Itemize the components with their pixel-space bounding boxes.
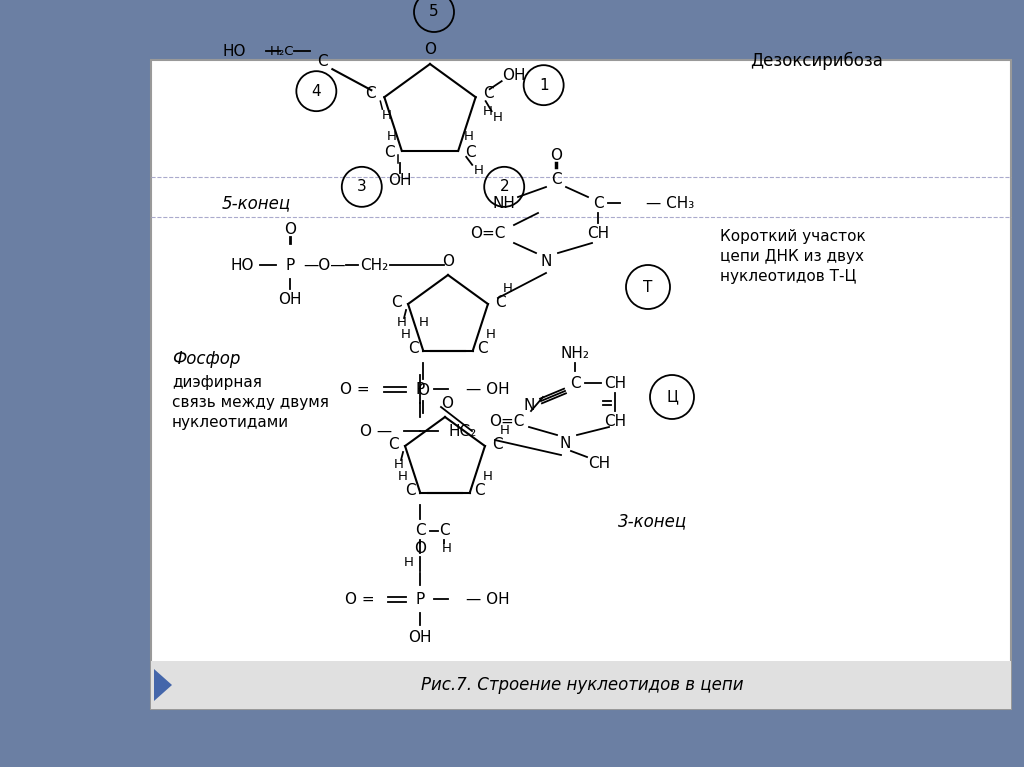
- Text: 2: 2: [500, 179, 509, 194]
- Text: C: C: [365, 86, 376, 100]
- Text: 3: 3: [357, 179, 367, 194]
- Text: H: H: [482, 470, 493, 483]
- Text: HO: HO: [223, 44, 247, 58]
- Text: C: C: [388, 436, 398, 452]
- Text: цепи ДНК из двух: цепи ДНК из двух: [720, 249, 864, 265]
- Text: H: H: [463, 130, 473, 143]
- Text: O=C: O=C: [470, 225, 506, 241]
- Text: C: C: [569, 376, 581, 390]
- Text: H: H: [493, 110, 503, 123]
- Text: HO: HO: [230, 258, 254, 272]
- Text: нуклеотидами: нуклеотидами: [172, 414, 289, 430]
- Text: H: H: [403, 557, 414, 569]
- Text: H: H: [482, 104, 493, 117]
- Text: H₂C: H₂C: [270, 44, 294, 58]
- Text: C: C: [477, 341, 488, 357]
- Text: N: N: [541, 254, 552, 268]
- Text: C: C: [495, 295, 505, 310]
- Text: H: H: [381, 109, 391, 122]
- Text: OH: OH: [409, 630, 432, 644]
- Text: C: C: [408, 341, 419, 357]
- Text: Короткий участок: Короткий участок: [720, 229, 865, 245]
- Text: C: C: [593, 196, 603, 210]
- Text: O: O: [418, 384, 429, 399]
- Text: NH: NH: [493, 196, 515, 210]
- Text: C: C: [415, 524, 426, 538]
- Text: H: H: [441, 542, 452, 555]
- Text: C: C: [551, 172, 561, 186]
- Text: H: H: [394, 458, 404, 470]
- Text: CH: CH: [588, 456, 610, 470]
- Text: Фосфор: Фосфор: [172, 350, 241, 368]
- Text: 5-конец: 5-конец: [222, 194, 291, 212]
- Text: O=C: O=C: [489, 413, 524, 429]
- Text: — OH: — OH: [466, 381, 510, 397]
- Text: C: C: [391, 295, 401, 310]
- Text: P: P: [416, 591, 425, 607]
- Text: диэфирная: диэфирная: [172, 374, 262, 390]
- Text: 1: 1: [539, 77, 549, 93]
- Text: C: C: [384, 145, 395, 160]
- Text: CH: CH: [604, 413, 626, 429]
- Text: 3-конец: 3-конец: [618, 512, 687, 530]
- Text: CH: CH: [587, 225, 609, 241]
- Text: H: H: [485, 328, 496, 341]
- Text: H: H: [400, 328, 411, 341]
- Text: —O—: —O—: [303, 258, 345, 272]
- Text: CH: CH: [604, 376, 626, 390]
- Text: C: C: [492, 436, 502, 452]
- Text: Дезоксирибоза: Дезоксирибоза: [750, 52, 883, 70]
- Text: 4: 4: [311, 84, 322, 99]
- Text: C: C: [406, 483, 416, 499]
- Text: O: O: [424, 42, 436, 58]
- Text: H: H: [503, 281, 513, 295]
- Text: Рис.7. Строение нуклеотидов в цепи: Рис.7. Строение нуклеотидов в цепи: [421, 676, 743, 694]
- Text: H: H: [473, 164, 483, 177]
- FancyBboxPatch shape: [151, 661, 1011, 709]
- Text: O: O: [441, 396, 453, 410]
- Text: OH: OH: [502, 67, 525, 83]
- Text: O =: O =: [345, 591, 375, 607]
- Text: O: O: [284, 222, 296, 236]
- Text: N: N: [523, 397, 535, 413]
- Text: OH: OH: [279, 291, 302, 307]
- Text: C: C: [317, 54, 328, 69]
- Text: — CH₃: — CH₃: [646, 196, 694, 210]
- Text: — OH: — OH: [466, 591, 510, 607]
- Polygon shape: [154, 669, 172, 701]
- Text: нуклеотидов Т-Ц: нуклеотидов Т-Ц: [720, 269, 856, 285]
- Text: 5: 5: [429, 5, 439, 19]
- Text: CH₂: CH₂: [359, 258, 388, 272]
- Text: C: C: [474, 483, 485, 499]
- Text: NH₂: NH₂: [560, 345, 590, 360]
- Text: P: P: [416, 381, 425, 397]
- Text: O: O: [415, 542, 426, 557]
- Text: O: O: [550, 147, 562, 163]
- Text: H: H: [397, 470, 408, 483]
- Text: O: O: [442, 254, 454, 268]
- Text: H: H: [387, 130, 396, 143]
- Text: связь между двумя: связь между двумя: [172, 394, 329, 410]
- Text: Т: Т: [643, 279, 652, 295]
- Text: P: P: [286, 258, 295, 272]
- Text: N: N: [559, 436, 570, 450]
- Text: H: H: [500, 423, 510, 436]
- Text: O =: O =: [340, 381, 370, 397]
- Text: C: C: [465, 145, 475, 160]
- Text: Ц: Ц: [666, 390, 678, 404]
- Text: H: H: [419, 315, 429, 328]
- Text: OH: OH: [388, 173, 412, 189]
- Text: O —: O —: [359, 423, 392, 439]
- Text: C: C: [483, 86, 494, 100]
- Text: C: C: [439, 524, 450, 538]
- Text: H: H: [397, 315, 407, 328]
- FancyBboxPatch shape: [151, 60, 1011, 709]
- Text: HC₂: HC₂: [449, 423, 476, 439]
